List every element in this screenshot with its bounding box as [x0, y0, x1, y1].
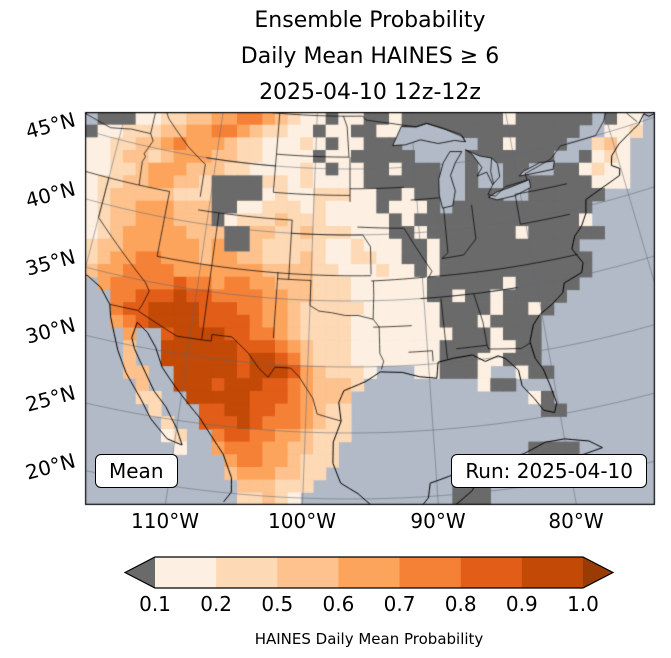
x-tick-label: 100°W	[268, 509, 336, 533]
colorbar-over-arrow	[582, 557, 613, 588]
colorbar-tick-label: 0.2	[200, 592, 233, 616]
mean-label-box: Mean	[95, 454, 178, 488]
colorbar-tick-label: 0.9	[505, 592, 538, 616]
run-label-box: Run: 2025-04-10	[451, 454, 647, 488]
colorbar-tick-label: 0.8	[444, 592, 477, 616]
title-line-2: Daily Mean HAINES ≥ 6	[240, 44, 500, 69]
colorbar-segment	[460, 557, 523, 588]
colorbar-tick-label: 0.7	[383, 592, 416, 616]
colorbar-segment	[216, 557, 278, 588]
colorbar-segment	[277, 557, 339, 588]
colorbar-segment	[338, 557, 401, 588]
figure-title: Ensemble Probability Daily Mean HAINES ≥…	[85, 3, 655, 111]
colorbar-tick-label: 0.6	[322, 592, 355, 616]
x-tick-label: 90°W	[410, 509, 466, 533]
colorbar-tick-label: 1.0	[567, 592, 599, 616]
x-tick-label: 80°W	[548, 509, 604, 533]
colorbar	[123, 556, 615, 589]
x-tick-label: 110°W	[131, 509, 199, 533]
colorbar-label: HAINES Daily Mean Probability	[254, 630, 484, 648]
colorbar-under-arrow	[125, 557, 155, 588]
title-line-3: 2025-04-10 12z-12z	[259, 80, 481, 105]
colorbar-tick-label: 0.5	[261, 592, 294, 616]
colorbar-tick-label: 0.1	[139, 592, 171, 616]
colorbar-segment	[521, 557, 584, 588]
colorbar-segment	[399, 557, 462, 588]
title-line-1: Ensemble Probability	[254, 8, 486, 33]
colorbar-outline	[123, 556, 615, 589]
colorbar-segment	[155, 557, 217, 588]
